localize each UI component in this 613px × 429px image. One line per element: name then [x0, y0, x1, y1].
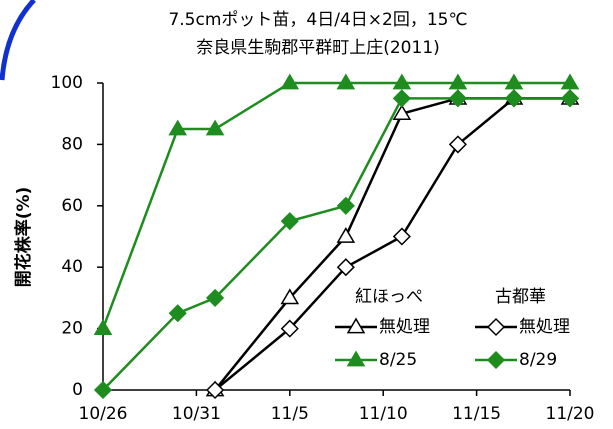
marker	[280, 288, 300, 305]
marker	[206, 288, 225, 307]
legend-label: 無処理	[379, 317, 430, 337]
marker	[486, 317, 506, 337]
marker	[448, 135, 467, 154]
marker	[336, 73, 356, 90]
marker	[205, 119, 225, 136]
legend-group: 紅ほっぺ	[355, 287, 423, 307]
marker	[168, 304, 187, 323]
marker	[448, 89, 467, 108]
x-tick-label: 10/26	[79, 404, 128, 424]
legend-group: 古都華	[495, 287, 546, 307]
y-tick-label: 60	[61, 196, 83, 216]
y-tick-label: 40	[61, 257, 83, 277]
marker	[448, 73, 468, 90]
y-axis-label: 開花株率(%)	[13, 187, 34, 288]
x-tick-label: 10/31	[172, 404, 221, 424]
x-tick-label: 11/15	[452, 404, 501, 424]
marker	[392, 104, 412, 121]
legend-label: 8/29	[519, 350, 557, 370]
marker	[504, 73, 524, 90]
marker	[168, 119, 188, 136]
marker	[93, 380, 113, 400]
marker	[206, 380, 225, 400]
marker	[504, 89, 524, 108]
marker	[392, 227, 411, 246]
marker	[336, 258, 355, 277]
marker	[486, 350, 506, 370]
x-tick-label: 11/20	[546, 404, 595, 424]
marker	[336, 196, 355, 215]
y-tick-label: 100	[51, 73, 83, 93]
corner-decoration	[0, 0, 36, 81]
marker	[560, 73, 580, 90]
legend-label: 8/25	[379, 350, 417, 370]
marker	[336, 227, 356, 243]
marker	[346, 350, 366, 367]
marker	[392, 89, 411, 108]
marker	[346, 317, 366, 334]
x-tick-label: 11/10	[359, 404, 408, 424]
chart-title: 7.5cmポット苗，4日/4日×2回，15℃	[168, 10, 467, 30]
marker	[560, 89, 580, 108]
marker	[280, 319, 299, 338]
marker	[392, 73, 412, 90]
y-tick-label: 80	[61, 134, 83, 154]
marker	[280, 73, 300, 90]
chart-subtitle: 奈良県生駒郡平群町上庄(2011)	[196, 38, 440, 58]
marker	[93, 319, 113, 335]
y-tick-label: 20	[61, 319, 83, 339]
x-tick-label: 11/5	[271, 404, 309, 424]
legend-label: 無処理	[519, 317, 570, 337]
marker	[280, 212, 299, 231]
y-tick-label: 0	[72, 380, 83, 400]
